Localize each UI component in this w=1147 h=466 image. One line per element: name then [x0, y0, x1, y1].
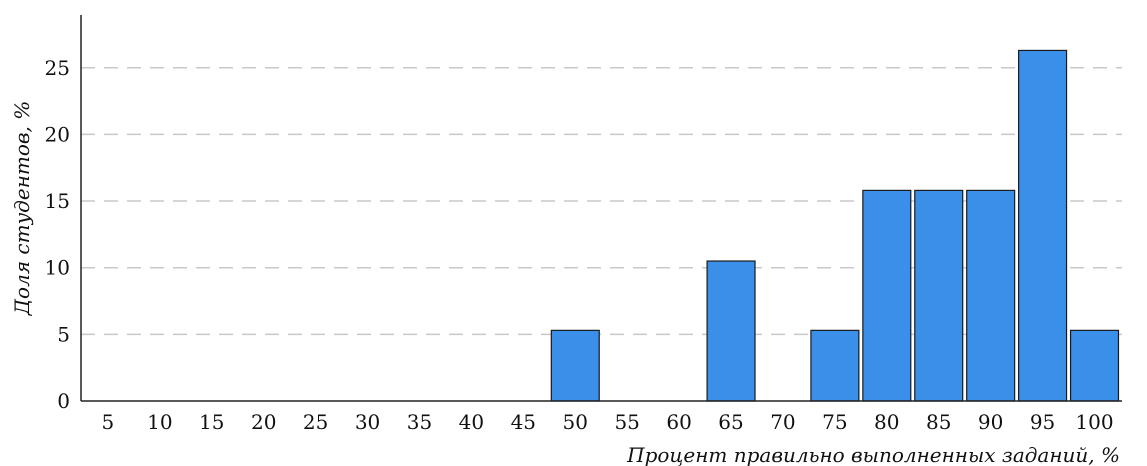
x-tick-label: 80	[874, 410, 899, 434]
bar	[550, 329, 600, 402]
x-tick-label: 55	[614, 410, 639, 434]
x-tick-labels: 5 10 15 20 25 30 35 40 45 50 55 60 65 70 75 80 85 90 95 100	[102, 410, 1114, 434]
x-tick-label: 50	[563, 410, 588, 434]
y-tick-labels: 0 5 10 15 20 25	[45, 56, 70, 413]
bar	[706, 260, 756, 402]
bar	[1069, 329, 1120, 402]
y-tick-label: 0	[57, 389, 70, 413]
y-tick-label: 25	[45, 56, 70, 80]
y-tick-label: 10	[45, 256, 70, 280]
bar	[810, 329, 860, 402]
x-tick-label: 60	[666, 410, 691, 434]
x-tick-label: 90	[978, 410, 1003, 434]
x-axis-title: Процент правильно выполненных заданий, %	[626, 443, 1120, 466]
x-tick-label: 45	[511, 410, 536, 434]
x-tick-label: 65	[718, 410, 743, 434]
x-tick-label: 100	[1075, 410, 1113, 434]
bar	[1018, 49, 1068, 402]
x-tick-label: 5	[102, 410, 115, 434]
bar	[966, 189, 1016, 402]
x-tick-label: 85	[926, 410, 951, 434]
x-tick-label: 15	[199, 410, 224, 434]
y-tick-label: 20	[45, 122, 70, 146]
x-tick-label: 95	[1030, 410, 1055, 434]
x-tick-label: 70	[770, 410, 795, 434]
x-tick-label: 40	[459, 410, 484, 434]
y-tick-label: 15	[45, 189, 70, 213]
bar	[914, 189, 964, 402]
y-tick-label: 5	[57, 322, 70, 346]
y-axis-title: Доля студентов, %	[10, 101, 34, 316]
x-tick-label: 25	[303, 410, 328, 434]
x-tick-label: 75	[822, 410, 847, 434]
bar	[862, 189, 912, 402]
bars	[550, 49, 1120, 402]
x-tick-label: 20	[251, 410, 276, 434]
x-tick-label: 35	[407, 410, 432, 434]
grid-lines	[81, 67, 1122, 336]
x-tick-label: 30	[355, 410, 380, 434]
x-tick-label: 10	[147, 410, 172, 434]
